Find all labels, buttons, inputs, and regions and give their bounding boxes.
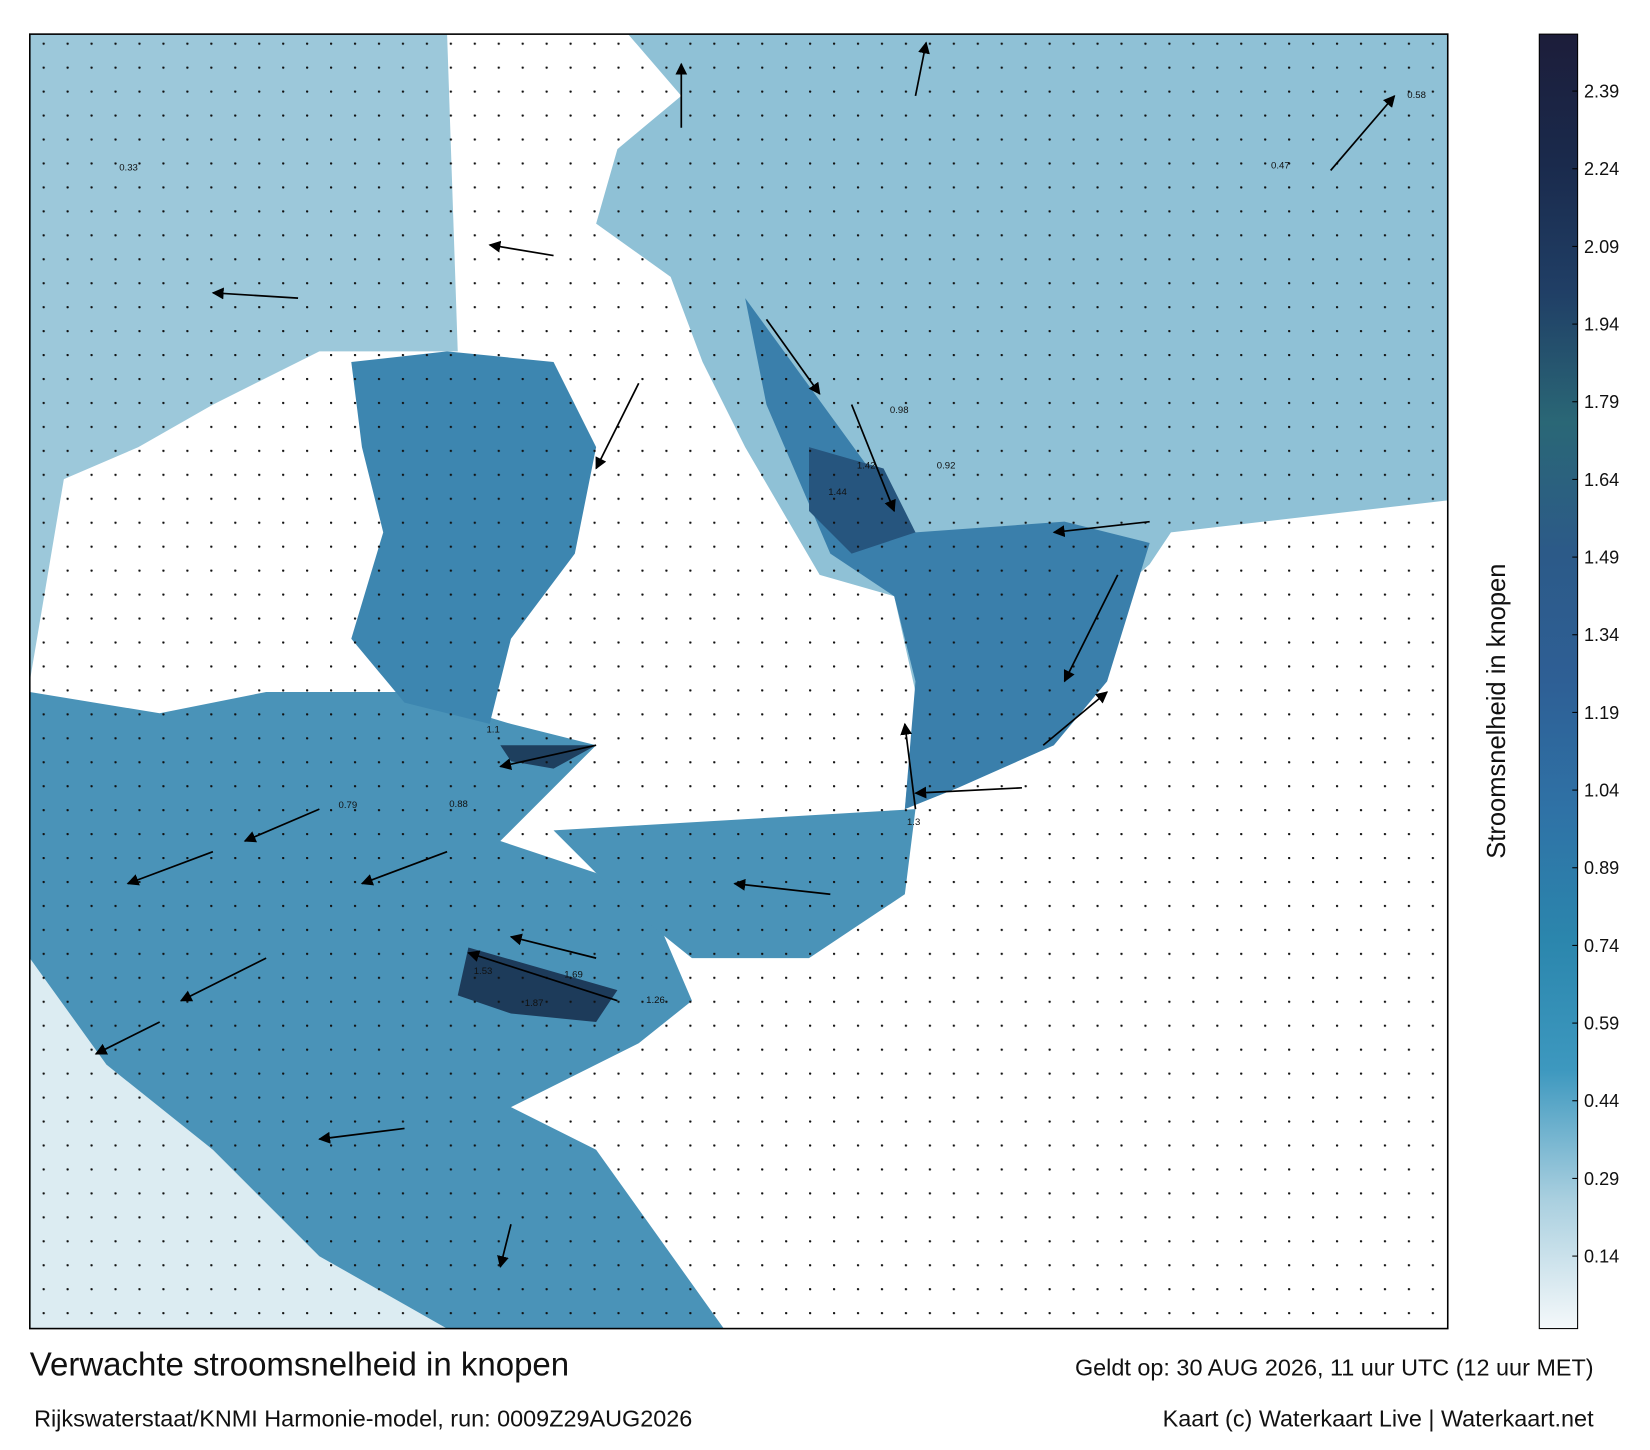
speed-label: 1.53: [474, 966, 493, 977]
current-arrow: [179, 957, 267, 1002]
speed-label: 1.42: [857, 460, 876, 471]
current-arrow: [318, 1127, 405, 1144]
grid-dots: [29, 34, 1448, 1329]
colorbar-tick-label: 0.89: [1584, 858, 1619, 878]
colorbar-tick-label: 1.64: [1584, 470, 1619, 490]
colorbar-tick-label: 1.19: [1584, 703, 1619, 723]
current-arrow: [243, 808, 320, 843]
map-frame: [29, 33, 1449, 1330]
map-area: 1.87 1.69 1.53 1.44 1.42 1.3 1.26 1.1 0.98 0.92 0.…: [29, 34, 1448, 1329]
speed-label: 1.87: [525, 998, 544, 1009]
colorbar-tick-label: 1.04: [1584, 780, 1619, 800]
colorbar-tick-label: 1.49: [1584, 547, 1619, 567]
speed-label: 1.3: [907, 817, 920, 828]
current-arrow: [94, 1021, 161, 1055]
speed-label: 1.26: [646, 995, 665, 1006]
current-arrow: [509, 933, 597, 959]
speed-label: 0.33: [119, 162, 138, 173]
speed-label: 0.47: [1271, 160, 1290, 171]
current-arrow: [914, 786, 1022, 799]
current-arrow: [733, 878, 831, 896]
colorbar-tick-label: 1.79: [1584, 392, 1619, 412]
colorbar-tick-label: 1.94: [1584, 314, 1619, 334]
speed-label: 1.1: [486, 724, 499, 735]
colorbar-tick-label: 0.59: [1584, 1013, 1619, 1033]
current-arrow: [1329, 94, 1396, 171]
current-arrow: [126, 850, 214, 886]
current-arrow: [595, 382, 640, 470]
colorbar-tick-label: 1.34: [1584, 625, 1619, 645]
current-arrow: [914, 41, 930, 97]
current-arrow: [467, 950, 618, 1002]
current-arrow: [211, 287, 299, 300]
current-arrows: [94, 41, 1396, 1268]
current-arrow: [1063, 574, 1119, 683]
colorbar-tick-label: 0.44: [1584, 1091, 1619, 1111]
current-arrow: [360, 850, 448, 886]
current-arrow: [1042, 691, 1109, 746]
speed-label: 0.92: [937, 460, 956, 471]
subtitle: Rijkswaterstaat/KNMI Harmonie-model, run…: [34, 1406, 692, 1432]
colorbar-fill: [1538, 33, 1579, 1330]
colorbar-label: Stroomsnelheid in knopen: [1483, 564, 1511, 859]
title: Verwachte stroomsnelheid in knopen: [30, 1345, 569, 1382]
speed-label: 1.44: [828, 487, 847, 498]
speed-label: 0.79: [339, 800, 358, 811]
current-arrow: [1052, 520, 1150, 538]
colorbar-tick-label: 0.29: [1584, 1169, 1619, 1189]
colorbar-tick-label: 0.14: [1584, 1246, 1619, 1266]
colorbar-tick-label: 0.74: [1584, 936, 1619, 956]
colorbar-tick-label: 2.24: [1584, 159, 1619, 179]
speed-label: 0.98: [890, 405, 909, 416]
current-arrow: [488, 240, 554, 257]
credit: Kaart (c) Waterkaart Live | Waterkaart.n…: [1163, 1406, 1594, 1432]
current-arrow: [499, 744, 597, 771]
current-arrow: [900, 722, 917, 810]
colorbar: 0.14 0.29 0.44 0.59 0.74 0.89 1.04 1.19 1.34 1.49…: [1538, 33, 1619, 1330]
speed-label: 1.69: [564, 969, 583, 980]
speed-label: 0.88: [449, 799, 468, 810]
valid-time: Geldt op: 30 AUG 2026, 11 uur UTC (12 uu…: [1075, 1354, 1594, 1380]
current-arrow: [497, 1224, 512, 1268]
colorbar-tick-label: 2.09: [1584, 237, 1619, 257]
current-arrow: [765, 318, 821, 395]
speed-labels: 1.87 1.69 1.53 1.44 1.42 1.3 1.26 1.1 0.98 0.92 0.…: [119, 90, 1426, 1009]
speed-label: 0.58: [1407, 90, 1426, 101]
current-arrow: [850, 404, 896, 513]
colorbar-tick-label: 2.39: [1584, 81, 1619, 101]
